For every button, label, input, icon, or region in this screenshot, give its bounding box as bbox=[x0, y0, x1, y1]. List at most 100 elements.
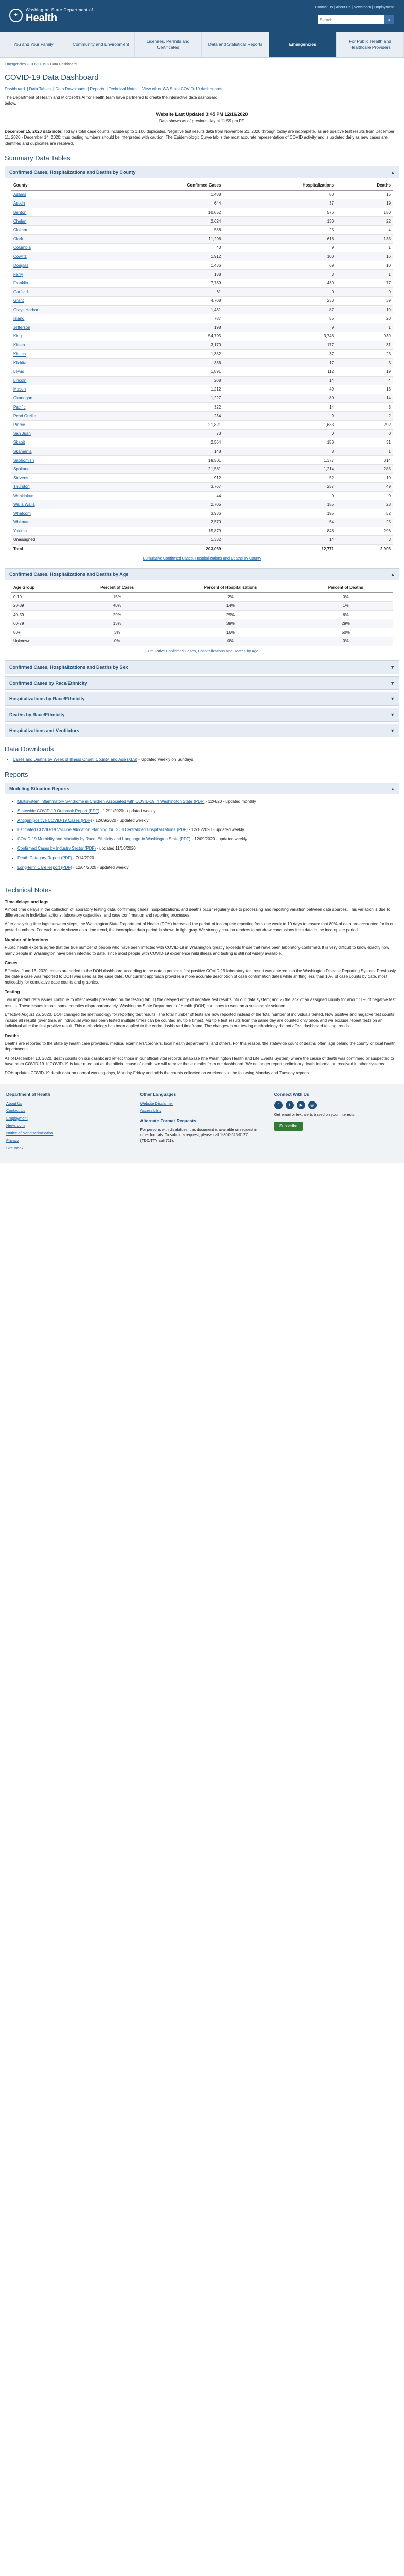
county-link[interactable]: Garfield bbox=[13, 290, 28, 295]
county-link[interactable]: Snohomish bbox=[13, 457, 34, 463]
subscribe-button[interactable]: Subscribe bbox=[274, 1122, 303, 1131]
footer-heading[interactable]: Other Languages bbox=[140, 1092, 177, 1097]
link-data-downloads[interactable]: Data Downloads bbox=[55, 86, 86, 91]
search-input[interactable] bbox=[318, 15, 384, 24]
county-link[interactable]: Thurston bbox=[13, 484, 30, 489]
county-accordion-header[interactable]: Confirmed Cases, Hospitalizations and De… bbox=[5, 166, 399, 178]
report-link[interactable]: Estimated COVID-19 Vaccine Allocation Pl… bbox=[17, 827, 188, 832]
county-link[interactable]: Grays Harbor bbox=[13, 307, 39, 312]
instagram-icon[interactable]: ◎ bbox=[308, 1100, 317, 1109]
county-link[interactable]: Whitman bbox=[13, 520, 30, 525]
county-link[interactable]: Mason bbox=[13, 387, 26, 392]
county-link[interactable]: Island bbox=[13, 316, 25, 321]
county-link[interactable]: Jefferson bbox=[13, 325, 30, 330]
col-pct-hosp[interactable]: Percent of Hospitalizations bbox=[162, 583, 299, 593]
county-link[interactable]: Spokane bbox=[13, 466, 30, 471]
footer-link[interactable]: About Us bbox=[6, 1100, 22, 1106]
search-button[interactable]: ⌕ bbox=[384, 15, 394, 24]
footer-link[interactable]: Privacy bbox=[6, 1138, 19, 1143]
age-table-caption[interactable]: Cumulative Confirmed Cases, Hospitalizat… bbox=[145, 648, 259, 653]
twitter-icon[interactable]: t bbox=[285, 1100, 294, 1109]
report-link[interactable]: Multisystem Inflammatory Syndrome in Chi… bbox=[17, 799, 205, 804]
footer-link[interactable]: Site Index bbox=[6, 1145, 24, 1150]
county-link[interactable]: Chelan bbox=[13, 218, 27, 224]
county-link[interactable]: Walla Walla bbox=[13, 502, 35, 507]
county-link[interactable]: Asotin bbox=[13, 201, 25, 206]
accordion-hosp-race[interactable]: Hospitalizations by Race/Ethnicity ▼ bbox=[5, 692, 399, 706]
header-links[interactable]: Contact Us | About Us | Newsroom | Emplo… bbox=[315, 6, 394, 9]
col-age-group[interactable]: Age Group bbox=[11, 583, 73, 593]
county-link[interactable]: Stevens bbox=[13, 476, 28, 481]
county-link[interactable]: Lewis bbox=[13, 369, 24, 374]
county-link[interactable]: Okanogan bbox=[13, 396, 32, 401]
breadcrumb-covid[interactable]: COVID-19 bbox=[29, 63, 46, 66]
footer-link[interactable]: Notice of Nondiscrimination bbox=[6, 1130, 54, 1136]
report-link[interactable]: Death Category Report (PDF) bbox=[17, 855, 72, 860]
nav-item-emergencies[interactable]: Emergencies bbox=[269, 32, 337, 57]
county-table-caption[interactable]: Cumulative Confirmed Cases, Hospitalizat… bbox=[143, 556, 261, 561]
facebook-icon[interactable]: f bbox=[274, 1100, 283, 1109]
county-link[interactable]: Kitsap bbox=[13, 343, 25, 348]
report-link[interactable]: Antigen-positive COVID-19 Cases (PDF) bbox=[17, 818, 92, 823]
nav-item-providers[interactable]: For Public Health and Healthcare Provide… bbox=[337, 32, 404, 57]
county-link[interactable]: Kittitas bbox=[13, 351, 26, 357]
age-accordion-header[interactable]: Confirmed Cases, Hospitalizations and De… bbox=[5, 568, 399, 581]
county-link[interactable]: Grant bbox=[13, 298, 24, 303]
link-dashboard[interactable]: Dashboard bbox=[5, 86, 25, 91]
col-cases[interactable]: Confirmed Cases bbox=[102, 181, 223, 191]
nav-item-family[interactable]: You and Your Family bbox=[0, 32, 67, 57]
breadcrumb-emergencies[interactable]: Emergencies bbox=[5, 63, 26, 66]
report-link[interactable]: Statewide COVID-19 Outbreak Report (PDF) bbox=[17, 808, 100, 814]
col-pct-deaths[interactable]: Percent of Deaths bbox=[298, 583, 393, 593]
col-hospitalizations[interactable]: Hospitalizations bbox=[223, 181, 337, 191]
accordion-deaths-race[interactable]: Deaths by Race/Ethnicity ▼ bbox=[5, 708, 399, 722]
youtube-icon[interactable]: ▶ bbox=[296, 1100, 305, 1109]
county-link[interactable]: King bbox=[13, 334, 22, 339]
report-link[interactable]: Long-term Care Report (PDF) bbox=[17, 865, 72, 870]
nav-item-licenses[interactable]: Licenses, Permits and Certificates bbox=[135, 32, 202, 57]
nav-item-community[interactable]: Community and Environment bbox=[67, 32, 135, 57]
county-link[interactable]: Klickitat bbox=[13, 360, 28, 365]
table-row: Ferry 138 3 1 bbox=[11, 269, 393, 279]
footer-link[interactable]: Newsroom bbox=[6, 1123, 25, 1128]
reports-accordion-header[interactable]: Modeling Situation Reports ▲ bbox=[5, 783, 399, 795]
county-link[interactable]: Pierce bbox=[13, 422, 25, 428]
accordion-cases-race[interactable]: Confirmed Cases by Race/Ethnicity ▼ bbox=[5, 676, 399, 690]
county-link[interactable]: Skagit bbox=[13, 440, 25, 445]
accordion-sex[interactable]: Confirmed Cases, Hospitalizations and De… bbox=[5, 660, 399, 674]
county-link[interactable]: Ferry bbox=[13, 272, 23, 277]
county-link[interactable]: Douglas bbox=[13, 263, 29, 268]
col-county[interactable]: County bbox=[11, 181, 103, 191]
county-link[interactable]: Yakima bbox=[13, 529, 27, 534]
footer-link[interactable]: Contact Us bbox=[6, 1108, 26, 1113]
accordion-ventilators[interactable]: Hospitalizations and Ventilators ▼ bbox=[5, 723, 399, 738]
link-data-tables[interactable]: Data Tables bbox=[29, 86, 51, 91]
report-link[interactable]: COVID-19 Morbidity and Mortality by Race… bbox=[17, 837, 191, 842]
county-link[interactable]: Whatcom bbox=[13, 511, 31, 516]
col-pct-cases[interactable]: Percent of Cases bbox=[72, 583, 163, 593]
county-link[interactable]: Pacific bbox=[13, 404, 26, 410]
footer-link[interactable]: Employment bbox=[6, 1115, 28, 1121]
col-deaths[interactable]: Deaths bbox=[336, 181, 393, 191]
county-link[interactable]: San Juan bbox=[13, 431, 31, 436]
county-link[interactable]: Pend Oreille bbox=[13, 413, 37, 418]
footer-link-disclaimer[interactable]: Website Disclaimer bbox=[140, 1100, 173, 1106]
county-link[interactable]: Lincoln bbox=[13, 378, 27, 383]
county-link[interactable]: Clallam bbox=[13, 227, 27, 232]
link-other-dashboards[interactable]: View other WA State COVID-19 dashboards bbox=[142, 86, 223, 91]
link-technical-notes[interactable]: Technical Notes bbox=[108, 86, 138, 91]
county-link[interactable]: Adams bbox=[13, 192, 26, 197]
nav-item-data[interactable]: Data and Statistical Reports bbox=[202, 32, 270, 57]
download-link-xls[interactable]: Cases and Deaths by Week of Illness Onse… bbox=[13, 757, 138, 762]
footer-link-accessibility[interactable]: Accessibility bbox=[140, 1108, 162, 1113]
county-link[interactable]: Benton bbox=[13, 210, 27, 215]
county-link[interactable]: Cowlitz bbox=[13, 254, 27, 259]
report-link[interactable]: Confirmed Cases by Industry Sector (PDF) bbox=[17, 846, 96, 851]
link-reports[interactable]: Reports bbox=[90, 86, 104, 91]
doh-logo[interactable]: ✦ Washington State Department of Health bbox=[9, 7, 93, 23]
county-link[interactable]: Franklin bbox=[13, 281, 28, 286]
county-link[interactable]: Wahkiakum bbox=[13, 493, 35, 498]
county-link[interactable]: Clark bbox=[13, 236, 23, 242]
county-link[interactable]: Skamania bbox=[13, 449, 32, 454]
county-link[interactable]: Columbia bbox=[13, 245, 31, 250]
